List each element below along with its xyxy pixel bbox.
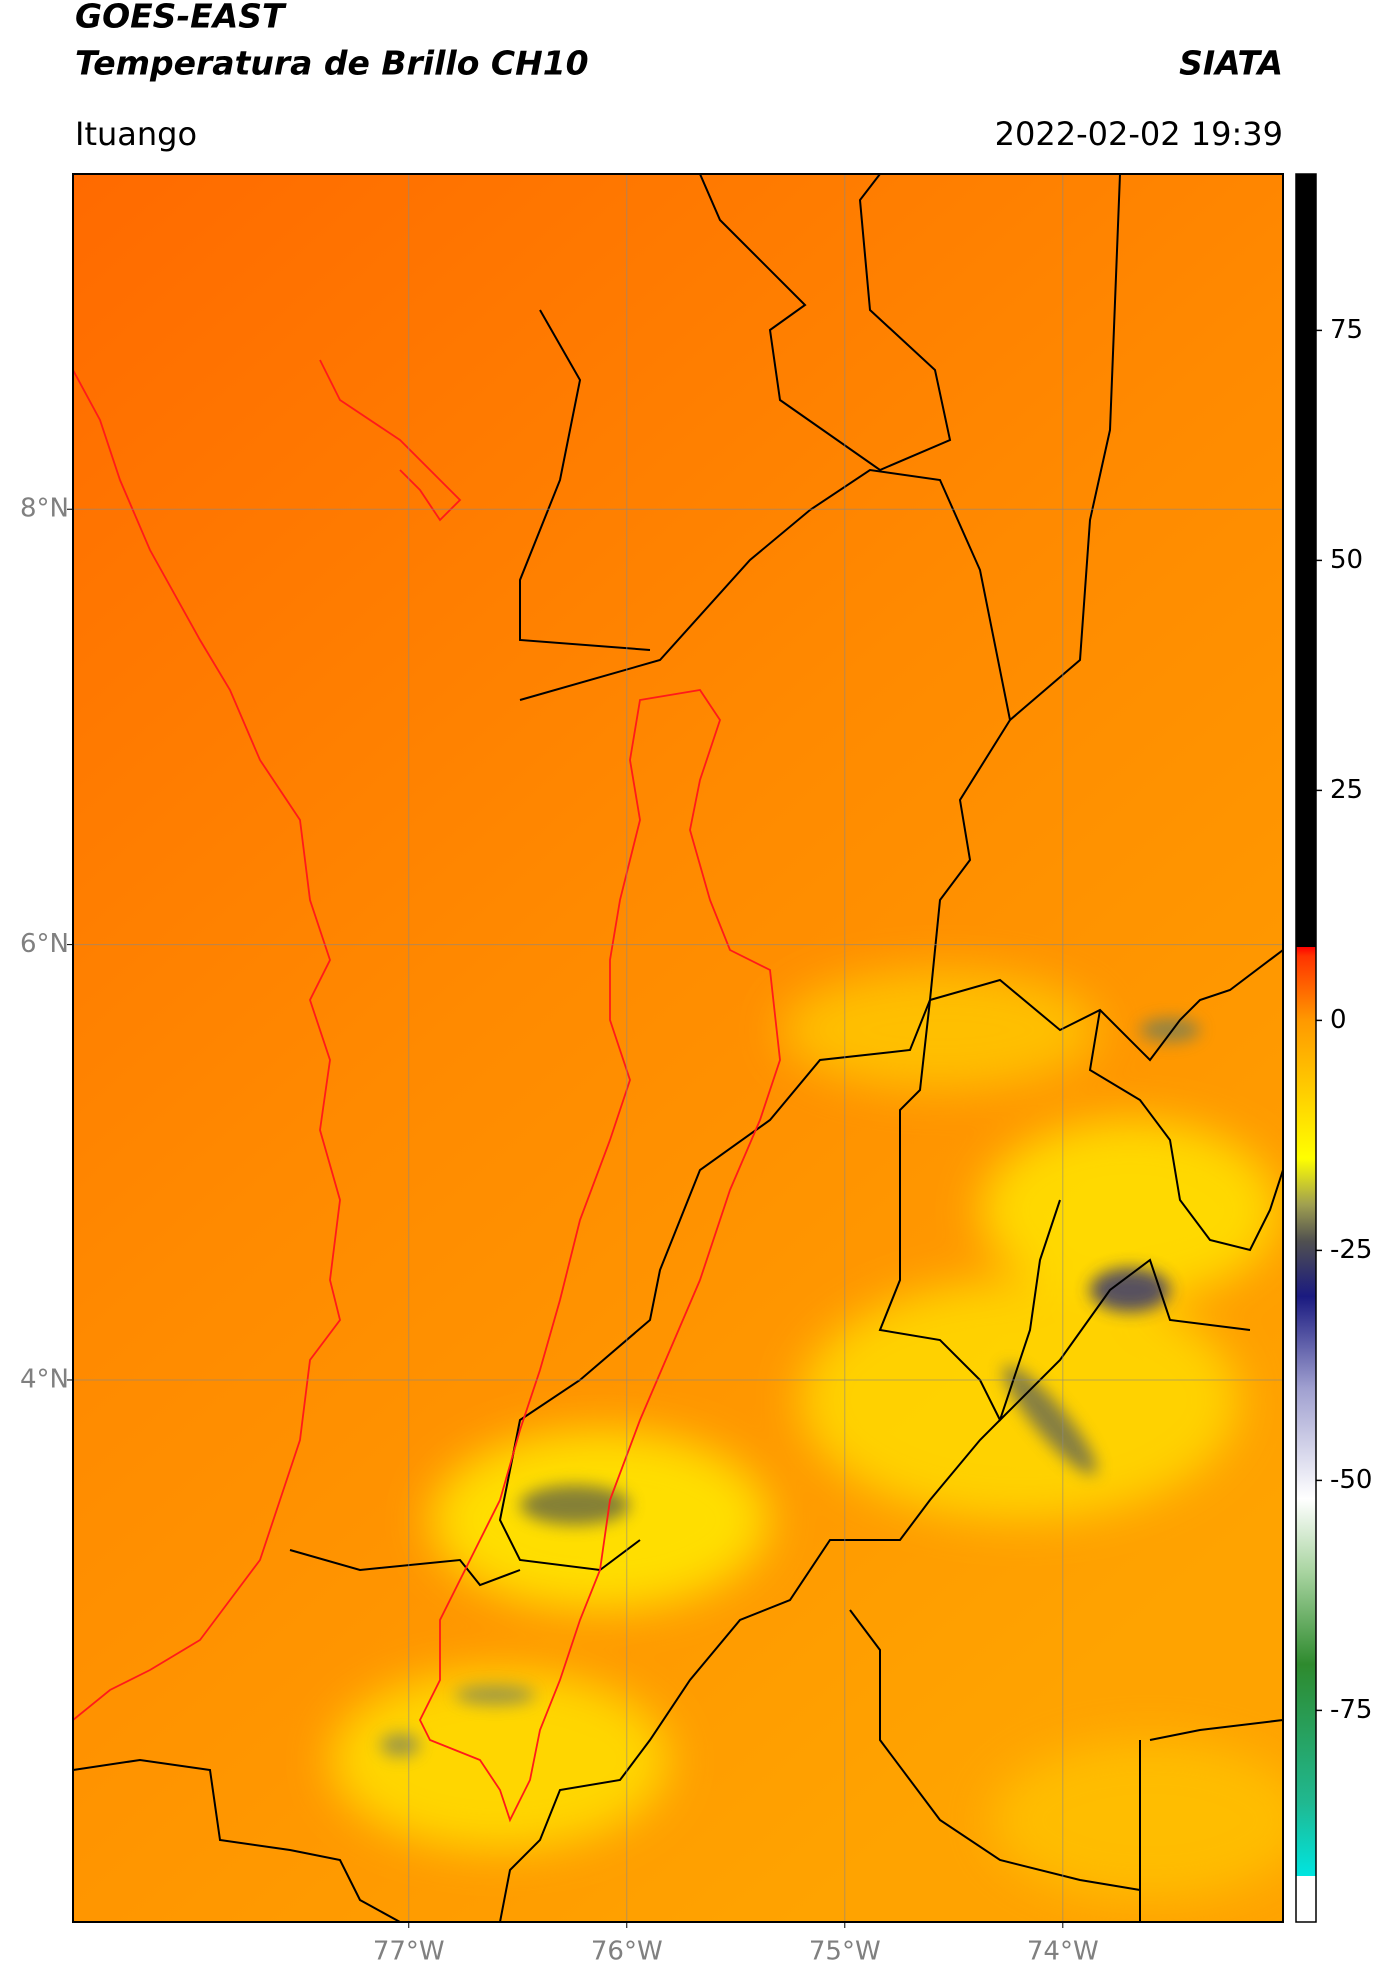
colorbar-tick-label: 75 [1330,315,1363,345]
map-image [73,174,1283,1922]
y-tick-label: 4°N [20,1364,69,1394]
colorbar-tick-label: 25 [1330,775,1363,805]
colorbar-tick-label: -25 [1330,1235,1372,1265]
colorbar-tick-label: -75 [1330,1695,1372,1725]
y-tick-label: 8°N [20,494,69,524]
x-tick-label: 76°W [591,1937,663,1967]
colorbar-tick-label: -50 [1330,1465,1372,1495]
title: GOES-EAST [75,0,287,36]
map-frame [72,173,1284,1923]
x-tick-label: 74°W [1027,1937,1099,1967]
colorbar-tick-label: 50 [1330,545,1363,575]
location: Ituango [75,115,197,153]
colorbar-tick-label: 0 [1330,1005,1347,1035]
colorbar [1295,173,1317,1923]
x-tick-label: 75°W [809,1937,881,1967]
brand: SIATA [1179,44,1283,83]
subtitle: Temperatura de Brillo CH10 [75,44,589,83]
y-tick-label: 6°N [20,929,69,959]
timestamp: 2022-02-02 19:39 [995,115,1283,153]
x-tick-label: 77°W [373,1937,445,1967]
